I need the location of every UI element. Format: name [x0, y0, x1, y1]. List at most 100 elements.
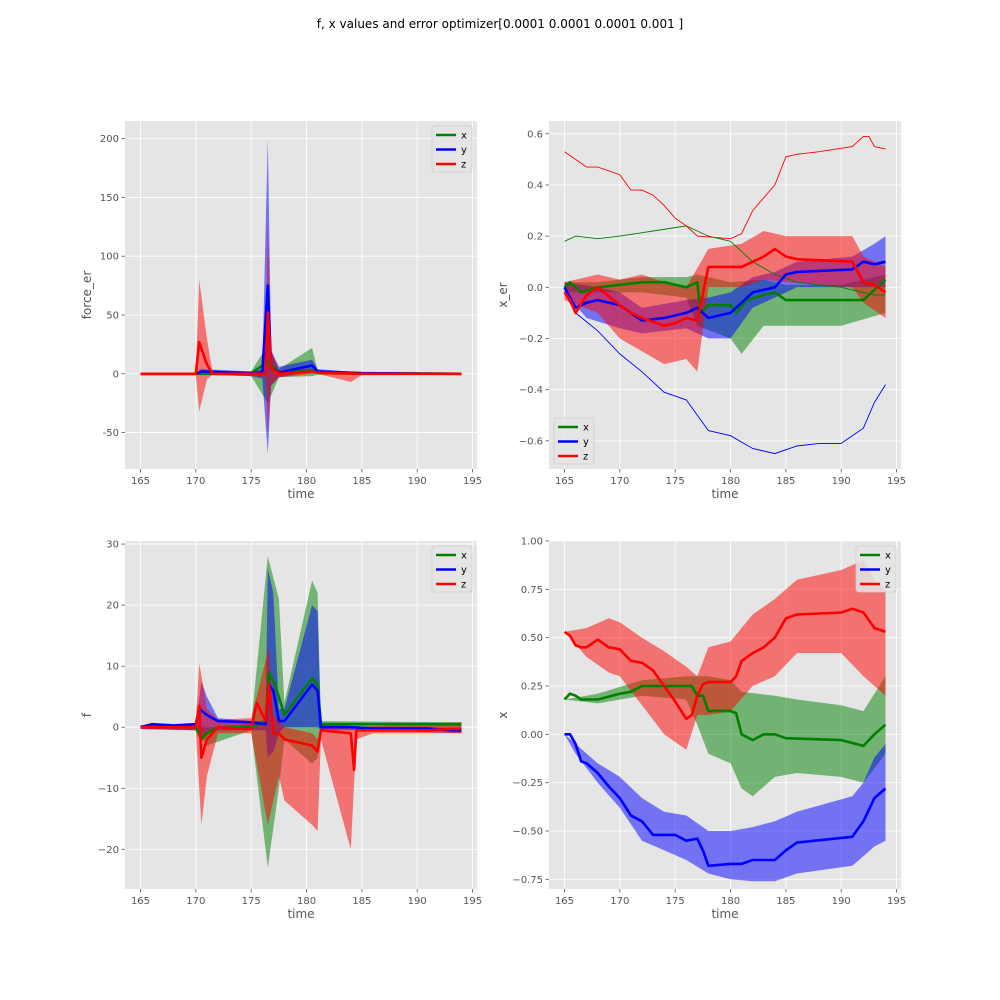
data-layer	[563, 135, 887, 455]
data-layer	[140, 138, 462, 454]
x-tick-label: 165	[131, 896, 150, 907]
band-z	[564, 231, 886, 372]
x-tick-label: 165	[131, 476, 150, 487]
x-tick-label: 175	[242, 896, 261, 907]
x-tick-label: 185	[776, 476, 795, 487]
y-tick-label: 50	[106, 310, 119, 321]
y-tick-label: 0.00	[521, 730, 543, 741]
y-axis-label: x_er	[496, 282, 510, 307]
legend-label-y: y	[583, 437, 589, 448]
y-tick-label: −0.4	[519, 385, 543, 396]
x-tick-label: 185	[352, 896, 371, 907]
y-tick-label: 10	[106, 662, 119, 673]
y-tick-label: 150	[100, 193, 119, 204]
legend-label-x: x	[885, 551, 891, 562]
x-tick-label: 195	[463, 896, 482, 907]
x-axis-label: time	[287, 907, 314, 921]
x-tick-label: 180	[297, 896, 316, 907]
legend-label-z: z	[461, 160, 466, 171]
y-tick-label: 0.6	[527, 129, 543, 140]
y-axis-label: x	[496, 711, 510, 718]
x-tick-label: 170	[186, 476, 205, 487]
y-tick-label: 200	[100, 134, 119, 145]
y-tick-label: 0	[113, 723, 119, 734]
x-tick-label: 190	[408, 896, 427, 907]
x-axis-label: time	[711, 487, 738, 501]
band-x	[564, 676, 886, 797]
subplot-1: 165 170 175 180 185 190 195 -50 0 50 100 150 200 time…	[80, 121, 482, 501]
y-tick-label: 100	[100, 252, 119, 263]
data-layer	[563, 560, 887, 882]
x-tick-label: 195	[463, 476, 482, 487]
y-tick-label: −0.25	[512, 778, 543, 789]
y-tick-label: −10	[98, 784, 119, 795]
y-tick-label: −20	[98, 845, 119, 856]
subplot-3: 165 170 175 180 185 190 195 −20 −10 0 10 20 30 time f x…	[80, 540, 482, 921]
band-z	[564, 560, 886, 750]
series-line-x	[563, 278, 887, 315]
band-y	[564, 734, 886, 882]
x-tick-label: 190	[408, 476, 427, 487]
subplot-2: 165 170 175 180 185 190 195 −0.6 −0.4 −0.2 0.0 0.2 0…	[496, 121, 906, 501]
y-tick-label: −0.50	[512, 827, 543, 838]
x-tick-label: 180	[721, 896, 740, 907]
x-axis-label: time	[287, 487, 314, 501]
x-tick-label: 185	[776, 896, 795, 907]
legend-label-z: z	[583, 452, 588, 463]
legend-label-y: y	[461, 565, 467, 576]
x-tick-label: 170	[610, 896, 629, 907]
y-tick-label: 30	[106, 540, 119, 551]
x-tick-label: 195	[887, 476, 906, 487]
y-tick-label: 20	[106, 601, 119, 612]
series-line-x	[563, 684, 887, 748]
x-tick-label: 165	[555, 896, 574, 907]
legend-label-x: x	[583, 423, 589, 434]
legend: xyz	[431, 125, 473, 173]
plot-area	[125, 121, 477, 469]
band-y	[140, 568, 462, 758]
legend-label-y: y	[885, 565, 891, 576]
x-tick-label: 175	[666, 476, 685, 487]
x-tick-label: 180	[297, 476, 316, 487]
x-axis-label: time	[711, 907, 738, 921]
subplot-4: 165 170 175 180 185 190 195 −0.75 −0.50 −0.25 0.00…	[496, 537, 906, 922]
x-tick-label: 165	[555, 476, 574, 487]
y-tick-label: 0.75	[521, 585, 543, 596]
reference-line-z	[564, 135, 886, 240]
x-tick-label: 195	[887, 896, 906, 907]
legend: xyz	[553, 417, 595, 465]
y-tick-label: −0.75	[512, 875, 543, 886]
y-tick-label: 0	[113, 369, 119, 380]
data-layer	[140, 556, 462, 868]
legend: xyz	[855, 545, 897, 593]
x-tick-label: 170	[186, 896, 205, 907]
reference-line-y	[564, 292, 886, 455]
y-tick-label: 0.4	[527, 180, 543, 191]
x-tick-label: 180	[721, 476, 740, 487]
reference-line-x	[564, 225, 886, 296]
legend-label-z: z	[461, 580, 466, 591]
y-axis-label: force_er	[80, 271, 94, 320]
legend-label-x: x	[461, 131, 467, 142]
series-line-y	[563, 260, 886, 322]
y-tick-label: −0.2	[519, 334, 543, 345]
series-line-y	[564, 732, 887, 868]
series-line-z	[563, 607, 886, 721]
x-tick-label: 175	[666, 896, 685, 907]
x-tick-label: 170	[610, 476, 629, 487]
y-tick-label: 0.2	[527, 232, 543, 243]
y-tick-label: −0.6	[519, 436, 543, 447]
x-tick-label: 185	[352, 476, 371, 487]
band-z	[140, 647, 462, 850]
x-tick-label: 190	[832, 476, 851, 487]
y-tick-label: 0.0	[527, 283, 543, 294]
series-line-z	[563, 247, 887, 328]
x-tick-label: 190	[832, 896, 851, 907]
series-line-z	[140, 311, 462, 376]
series-line-z	[140, 683, 462, 772]
y-tick-label: 1.00	[521, 537, 543, 548]
y-axis-label: f	[80, 712, 94, 717]
legend: xyz	[431, 545, 473, 593]
y-tick-label: -50	[103, 428, 119, 439]
